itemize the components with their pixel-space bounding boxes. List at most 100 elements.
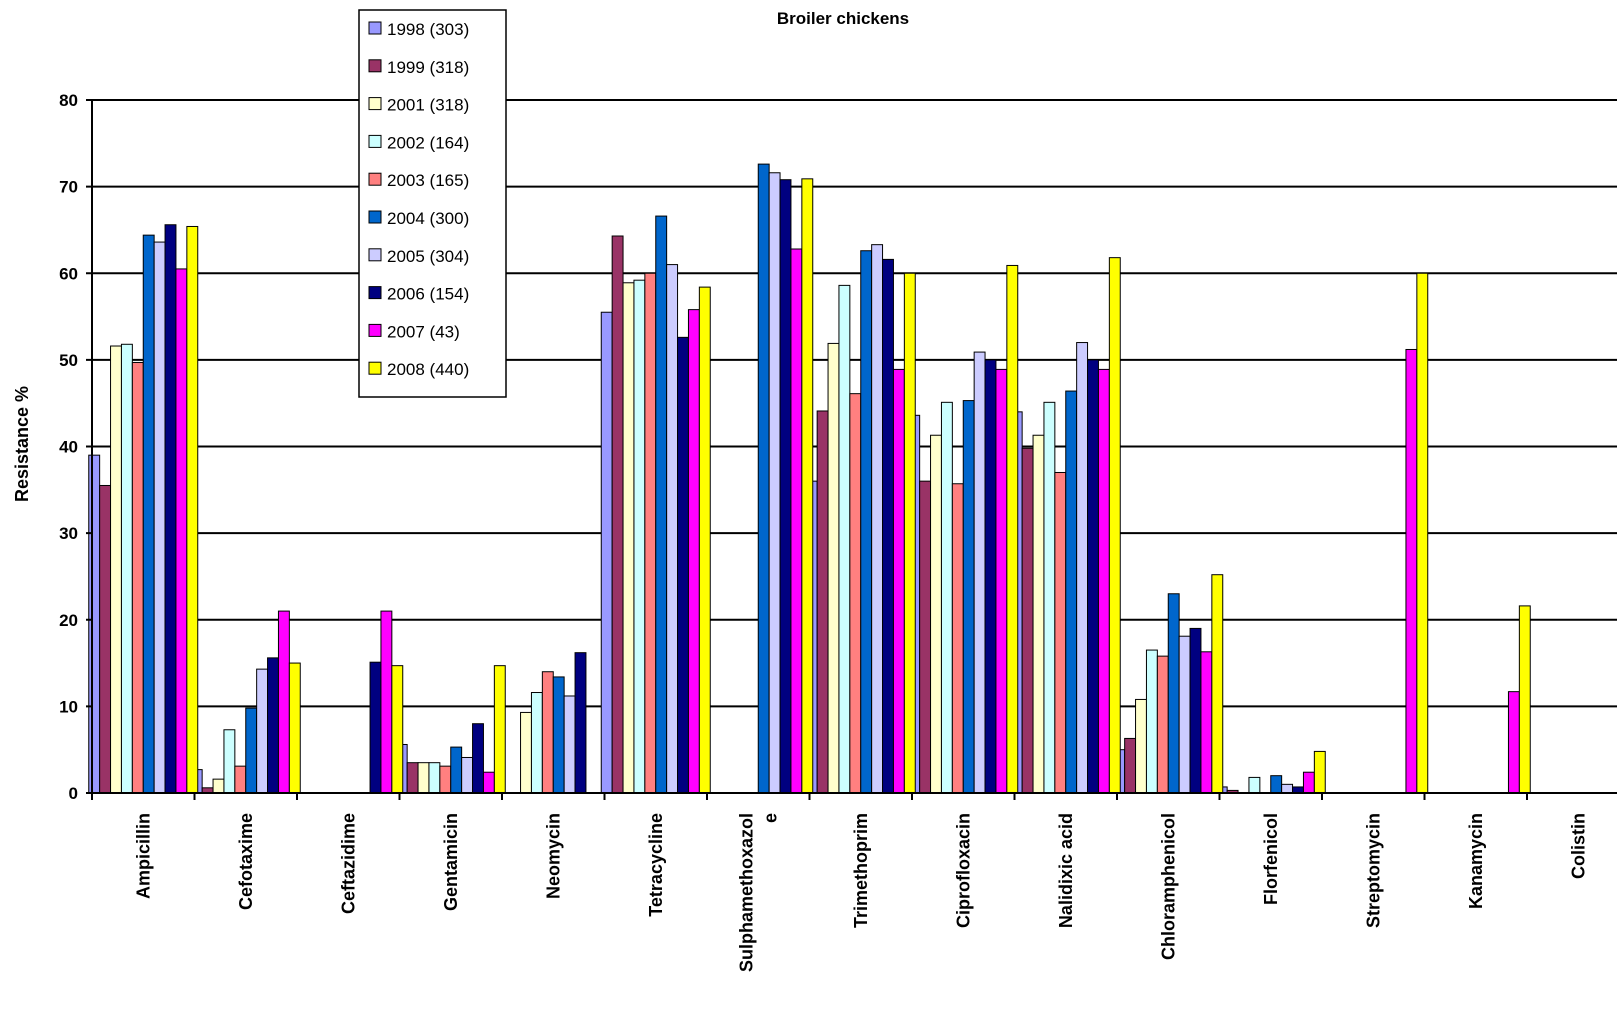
x-category-label-7: Trimethoprim — [851, 813, 871, 928]
bar-5-9 — [1065, 390, 1078, 794]
bar-1-5 — [611, 235, 624, 794]
legend-label-2: 2001 (318) — [387, 96, 469, 115]
bar-2-8 — [930, 434, 942, 794]
bar-9-11 — [1313, 750, 1326, 794]
legend: 1998 (303) 1999 (318) 2001 (318) 2002 (164)… — [358, 9, 507, 398]
y-axis-title: Resistance % — [12, 386, 32, 502]
y-tick-label-80: 80 — [59, 91, 78, 110]
legend-swatch-8 — [368, 323, 382, 337]
bar-6-7 — [871, 244, 884, 794]
bar-3-11 — [1248, 776, 1261, 794]
x-category-label-8: Ciprofloxacin — [953, 813, 973, 928]
bar-7-2 — [369, 661, 382, 794]
bar-8-5 — [687, 309, 700, 794]
bar-9-2 — [391, 665, 404, 794]
legend-swatch-7 — [368, 286, 382, 300]
bars — [88, 163, 1531, 794]
bar-9-5 — [698, 286, 711, 794]
bar-2-10 — [1135, 698, 1147, 794]
bar-8-10 — [1200, 651, 1213, 794]
bar-3-3 — [428, 762, 441, 794]
x-category-label-3: Gentamicin — [441, 813, 461, 911]
bar-9-0 — [186, 225, 199, 794]
legend-swatch-6 — [368, 248, 382, 262]
x-category-label-9: Nalidixic acid — [1056, 813, 1076, 928]
bar-4-5 — [644, 272, 657, 794]
axes: 0 10 20 30 40 50 60 70 80 Ampicillin Cefotaxime Cef… — [59, 91, 1617, 972]
bar-4-4 — [541, 671, 554, 794]
bar-5-3 — [450, 746, 463, 794]
legend-swatch-5 — [368, 210, 382, 224]
bar-8-2 — [380, 610, 393, 794]
legend-swatch-9 — [368, 361, 382, 375]
bar-5-10 — [1167, 593, 1180, 794]
bar-6-5 — [666, 264, 679, 794]
chart-title: Broiler chickens — [777, 9, 909, 28]
legend-swatch-2 — [368, 97, 382, 111]
legend-swatch-1 — [368, 59, 382, 73]
bar-3-10 — [1145, 649, 1158, 794]
bar-6-8 — [973, 351, 986, 794]
bar-3-1 — [223, 729, 236, 794]
bar-2-5 — [622, 282, 635, 794]
bar-7-8 — [984, 359, 997, 794]
bar-6-11 — [1281, 783, 1294, 794]
y-tick-label-50: 50 — [59, 351, 78, 370]
bar-6-3 — [461, 756, 474, 794]
legend-swatch-3 — [368, 134, 382, 148]
bar-2-3 — [417, 762, 430, 794]
x-category-label-12: Streptomycin — [1363, 813, 1383, 928]
bar-3-8 — [940, 401, 953, 794]
legend-label-7: 2006 (154) — [387, 285, 469, 304]
bar-8-8 — [995, 368, 1008, 794]
bar-9-9 — [1108, 257, 1121, 794]
bar-3-4 — [530, 692, 543, 794]
y-tick-label-40: 40 — [59, 438, 78, 457]
bar-5-5 — [655, 215, 668, 794]
x-category-label-4: Neomycin — [543, 813, 563, 899]
bar-3-5 — [633, 279, 646, 794]
bar-9-10 — [1211, 574, 1224, 794]
bar-9-7 — [903, 272, 916, 794]
bar-5-6 — [757, 163, 770, 794]
bar-5-0 — [142, 234, 155, 794]
x-category-label-6-0: Sulphamethoxazol — [736, 813, 756, 972]
bar-7-4 — [574, 652, 587, 794]
x-category-label-14: Colistin — [1568, 813, 1588, 879]
bar-8-7 — [892, 368, 905, 794]
bar-6-4 — [563, 695, 576, 794]
bar-0-0 — [88, 454, 101, 794]
x-category-label-5: Tetracycline — [646, 813, 666, 917]
legend-swatch-4 — [368, 172, 382, 186]
bar-1-10 — [1124, 737, 1137, 794]
bar-7-6 — [779, 179, 792, 794]
legend-label-8: 2007 (43) — [387, 322, 460, 341]
y-tick-label-10: 10 — [59, 697, 78, 716]
y-tick-label-30: 30 — [59, 524, 78, 543]
bar-9-13 — [1518, 605, 1531, 794]
bar-1-0 — [99, 484, 112, 794]
bar-6-9 — [1076, 342, 1089, 794]
bar-4-9 — [1054, 471, 1067, 794]
bar-7-0 — [164, 224, 177, 794]
y-tick-label-0: 0 — [69, 784, 78, 803]
bar-5-4 — [552, 676, 565, 794]
y-tick-label-70: 70 — [59, 178, 78, 197]
y-tick-label-20: 20 — [59, 611, 78, 630]
bar-7-5 — [677, 336, 689, 794]
bar-7-1 — [267, 657, 279, 794]
bar-4-1 — [234, 765, 247, 794]
bar-7-3 — [472, 723, 484, 794]
bar-0-5 — [600, 311, 613, 794]
bar-4-3 — [439, 765, 452, 794]
bar-4-0 — [131, 361, 144, 794]
legend-label-3: 2002 (164) — [387, 133, 469, 152]
x-category-label-0: Ampicillin — [133, 813, 153, 899]
bar-3-7 — [838, 284, 851, 794]
legend-swatch-0 — [368, 21, 382, 35]
bar-5-7 — [860, 250, 873, 794]
bar-8-1 — [277, 610, 290, 794]
bar-3-0 — [120, 343, 133, 794]
